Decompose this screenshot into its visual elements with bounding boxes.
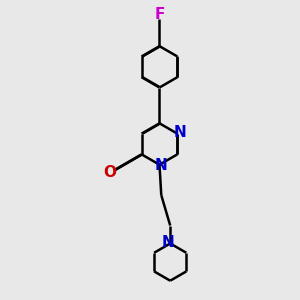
Text: O: O xyxy=(103,165,116,180)
Text: N: N xyxy=(162,235,175,250)
Text: N: N xyxy=(174,125,187,140)
Text: F: F xyxy=(154,8,165,22)
Text: N: N xyxy=(155,158,168,173)
